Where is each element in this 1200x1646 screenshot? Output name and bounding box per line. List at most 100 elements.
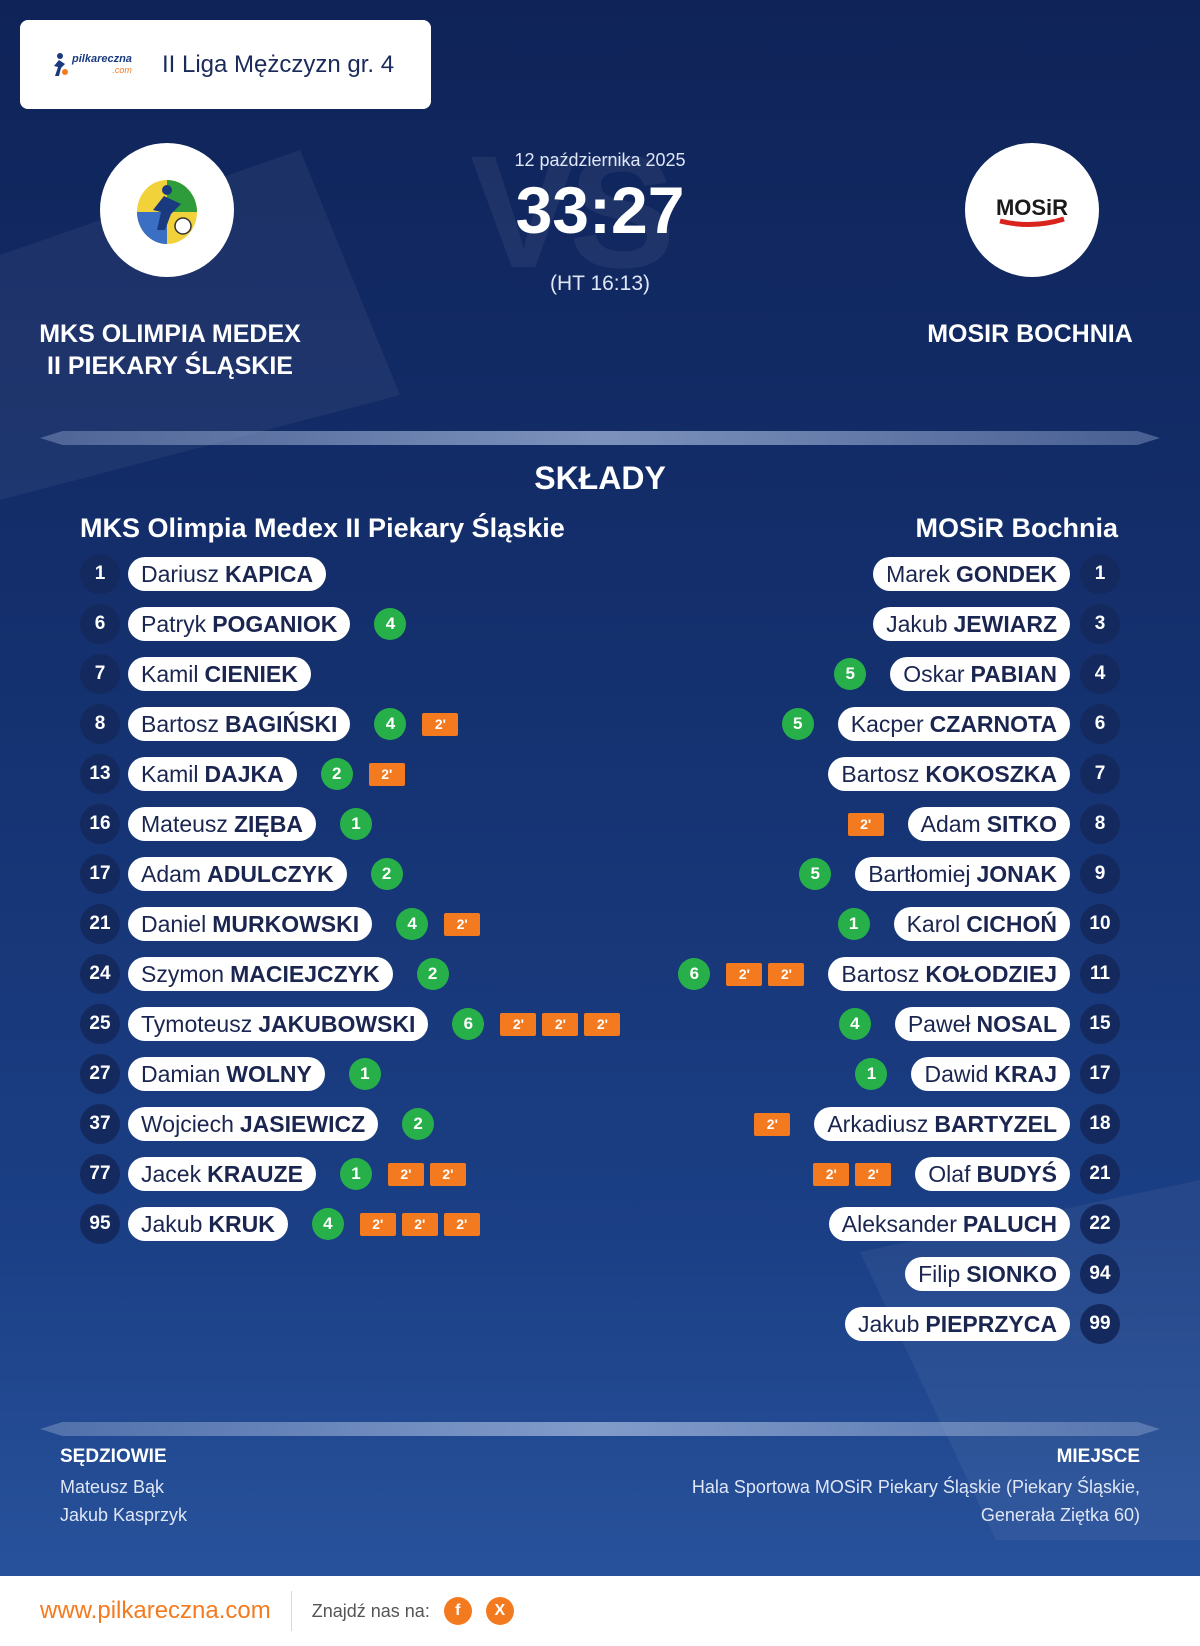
referees-label: SĘDZIOWIE [60, 1446, 167, 1467]
home-team-name-line2: II PIEKARY ŚLĄSKIE [47, 352, 293, 380]
player-name[interactable]: Adam SITKO [907, 807, 1070, 841]
player-name[interactable]: Tymoteusz JAKUBOWSKI [128, 1007, 429, 1041]
player-last-name: BUDYŚ [976, 1160, 1057, 1187]
player-name[interactable]: Wojciech JASIEWICZ [128, 1107, 379, 1141]
player-last-name: ADULCZYK [207, 860, 334, 887]
shirt-number: 95 [80, 1204, 120, 1244]
penalty-badge: 2' [500, 1012, 537, 1036]
player-first-name: Arkadiusz [827, 1110, 929, 1137]
player-first-name: Kamil [141, 660, 199, 687]
player-name[interactable]: Patryk POGANIOK [128, 607, 351, 641]
logo-text: pilkareczna [72, 52, 132, 65]
player-name[interactable]: Adam ADULCZYK [128, 857, 347, 891]
player-name[interactable]: Olaf BUDYŚ [915, 1157, 1070, 1191]
penalty-badge: 2' [726, 962, 763, 986]
player-name[interactable]: Dawid KRAJ [911, 1057, 1070, 1091]
player-first-name: Daniel [141, 910, 207, 937]
x-icon[interactable]: X [485, 1597, 514, 1625]
player-name[interactable]: Jacek KRAUZE [128, 1157, 316, 1191]
away-team-logo[interactable]: MOSiR [965, 143, 1099, 277]
player-last-name: MURKOWSKI [212, 910, 360, 937]
goals-badge: 4 [311, 1208, 344, 1240]
penalty-badge: 2' [368, 762, 405, 786]
referee-name: Jakub Kasprzyk [60, 1505, 188, 1525]
website-link[interactable]: www.pilkareczna.com [40, 1597, 271, 1624]
player-last-name: SITKO [986, 810, 1057, 837]
player-name[interactable]: Damian WOLNY [128, 1057, 325, 1091]
player-first-name: Jakub [141, 1210, 203, 1237]
player-name[interactable]: Aleksander PALUCH [828, 1207, 1070, 1241]
player-last-name: PALUCH [962, 1210, 1057, 1237]
player-name[interactable]: Bartłomiej JONAK [855, 857, 1070, 891]
vs-watermark: VS [470, 122, 675, 301]
shirt-number: 24 [80, 954, 120, 994]
venue-label: MIEJSCE [1056, 1446, 1140, 1467]
player-last-name: KOŁODZIEJ [925, 960, 1057, 987]
shirt-number: 77 [80, 1154, 120, 1194]
shirt-number: 4 [1080, 654, 1120, 694]
shirt-number: 8 [1080, 804, 1120, 844]
player-name[interactable]: Daniel MURKOWSKI [128, 907, 373, 941]
away-team-name: MOSIR BOCHNIA [927, 320, 1133, 348]
player-name[interactable]: Bartosz BAGIŃSKI [128, 707, 351, 741]
penalty-badge: 2' [359, 1212, 396, 1236]
player-last-name: KAPICA [224, 560, 314, 587]
player-row: 37 Wojciech JASIEWICZ 2 [80, 1104, 435, 1144]
player-name[interactable]: Bartosz KOKOSZKA [828, 757, 1070, 791]
penalty-badge: 2' [855, 1162, 892, 1186]
player-first-name: Wojciech [141, 1110, 234, 1137]
player-row: 77 Jacek KRAUZE 1 2' 2' [80, 1154, 466, 1194]
player-first-name: Kamil [141, 760, 199, 787]
player-row: 24 Szymon MACIEJCZYK 2 [80, 954, 449, 994]
player-first-name: Olaf [928, 1160, 971, 1187]
shirt-number: 22 [1080, 1204, 1120, 1244]
player-name[interactable]: Paweł NOSAL [894, 1007, 1070, 1041]
shirt-number: 17 [1080, 1054, 1120, 1094]
player-first-name: Bartłomiej [868, 860, 971, 887]
player-name[interactable]: Jakub JEWIARZ [873, 607, 1070, 641]
home-team-logo[interactable] [100, 143, 234, 277]
player-last-name: JEWIARZ [953, 610, 1058, 637]
player-row: 25 Tymoteusz JAKUBOWSKI 6 2' 2' 2' [80, 1004, 621, 1044]
shirt-number: 94 [1080, 1254, 1120, 1294]
pilkareczna-logo[interactable]: pilkareczna .com [50, 47, 142, 83]
player-name[interactable]: Dariusz KAPICA [128, 557, 327, 591]
player-row: 21 Daniel MURKOWSKI 4 2' [80, 904, 481, 944]
player-name[interactable]: Szymon MACIEJCZYK [128, 957, 393, 991]
player-first-name: Marek [886, 560, 951, 587]
player-name[interactable]: Kacper CZARNOTA [837, 707, 1070, 741]
player-first-name: Karol [906, 910, 961, 937]
player-first-name: Filip [918, 1260, 961, 1287]
player-first-name: Tymoteusz [141, 1010, 253, 1037]
player-name[interactable]: Mateusz ZIĘBA [128, 807, 316, 841]
player-row: 8 Bartosz BAGIŃSKI 4 2' [80, 704, 459, 744]
goals-badge: 2 [416, 958, 449, 990]
facebook-icon[interactable]: f [443, 1597, 472, 1625]
player-name[interactable]: Karol CICHOŃ [893, 907, 1070, 941]
player-row: 17 Adam ADULCZYK 2 [80, 854, 403, 894]
goals-badge: 2 [320, 758, 353, 790]
player-name[interactable]: Oskar PABIAN [890, 657, 1070, 691]
player-name[interactable]: Jakub PIEPRZYCA [844, 1307, 1070, 1341]
player-row: Aleksander PALUCH 22 [828, 1204, 1120, 1244]
player-row: 5 Kacper CZARNOTA 6 [781, 704, 1120, 744]
player-name[interactable]: Bartosz KOŁODZIEJ [828, 957, 1070, 991]
shirt-number: 99 [1080, 1304, 1120, 1344]
shirt-number: 15 [1080, 1004, 1120, 1044]
player-name[interactable]: Jakub KRUK [128, 1207, 288, 1241]
player-name[interactable]: Filip SIONKO [905, 1257, 1070, 1291]
player-row: 4 Paweł NOSAL 15 [838, 1004, 1120, 1044]
venue-line1: Hala Sportowa MOSiR Piekary Śląskie (Pie… [691, 1477, 1140, 1497]
goals-badge: 2 [402, 1108, 435, 1140]
player-name[interactable]: Kamil DAJKA [128, 757, 297, 791]
penalty-badge: 2' [401, 1212, 438, 1236]
goals-badge: 4 [374, 708, 407, 740]
player-name[interactable]: Kamil CIENIEK [128, 657, 311, 691]
goals-badge: 4 [396, 908, 429, 940]
player-name[interactable]: Arkadiusz BARTYZEL [814, 1107, 1070, 1141]
player-first-name: Patryk [141, 610, 207, 637]
player-name[interactable]: Marek GONDEK [873, 557, 1070, 591]
halftime-score: (HT 16:13) [550, 272, 650, 295]
goals-badge: 6 [678, 958, 711, 990]
penalty-badge: 2' [813, 1162, 850, 1186]
